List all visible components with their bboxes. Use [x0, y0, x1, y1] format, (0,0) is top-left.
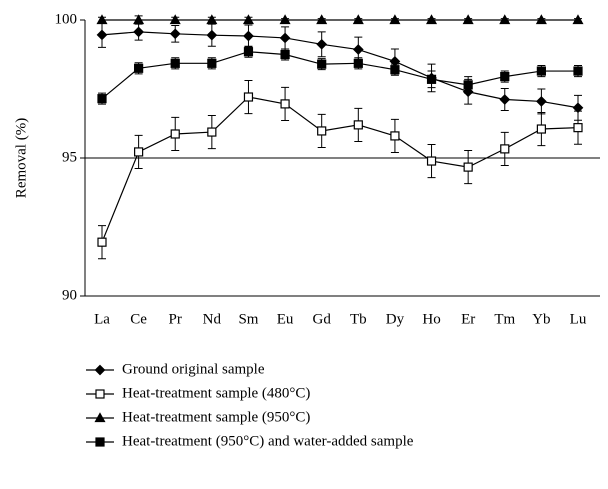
legend-label: Heat-treatment (950°C) and water-added s…	[122, 433, 414, 449]
marker	[352, 14, 364, 25]
marker	[352, 44, 364, 55]
marker	[536, 124, 546, 134]
marker	[170, 58, 180, 68]
marker	[169, 28, 181, 40]
marker	[536, 96, 547, 107]
series-line	[101, 51, 578, 100]
marker	[94, 364, 106, 376]
marker	[463, 162, 473, 172]
marker	[317, 126, 327, 136]
marker	[243, 30, 254, 42]
x-tick-label: Nd	[203, 311, 222, 327]
marker	[426, 14, 438, 25]
legend-label: Heat-treatment sample (950°C)	[122, 409, 310, 425]
marker	[243, 47, 254, 57]
x-tick-label: Tb	[350, 311, 367, 327]
y-tick-label: 95	[62, 149, 77, 165]
marker	[243, 92, 254, 102]
x-tick-label: Sm	[238, 311, 258, 327]
marker	[133, 14, 145, 25]
x-tick-label: La	[94, 311, 110, 327]
y-tick-label: 100	[55, 11, 78, 27]
marker	[390, 65, 400, 75]
marker	[535, 14, 547, 25]
marker	[390, 131, 400, 141]
marker	[170, 129, 180, 139]
x-tick-label: Eu	[277, 311, 294, 327]
marker	[536, 66, 546, 76]
legend-label: Ground original sample	[122, 361, 265, 377]
marker	[280, 49, 290, 60]
marker	[207, 127, 217, 137]
marker	[97, 237, 107, 247]
y-tick-label: 90	[62, 287, 77, 303]
marker	[279, 32, 291, 44]
marker	[316, 38, 328, 50]
y-axis-label: Removal (%)	[13, 118, 29, 198]
marker	[133, 26, 144, 38]
marker	[279, 14, 291, 25]
x-tick-label: Gd	[313, 311, 332, 327]
marker	[353, 120, 363, 130]
marker	[206, 14, 218, 25]
marker	[316, 14, 328, 25]
x-tick-label: Yb	[532, 311, 550, 327]
marker	[389, 14, 401, 25]
x-tick-label: Pr	[169, 311, 182, 327]
x-tick-label: Tm	[494, 311, 515, 327]
marker	[134, 147, 144, 157]
x-tick-label: Dy	[386, 311, 405, 327]
marker	[96, 29, 108, 41]
marker	[353, 58, 363, 68]
legend-label: Heat-treatment sample (480°C)	[122, 385, 310, 401]
marker	[95, 437, 105, 447]
marker	[573, 66, 583, 76]
marker	[462, 14, 474, 25]
marker	[206, 29, 218, 41]
marker	[94, 412, 106, 423]
x-tick-label: Lu	[570, 311, 587, 327]
x-tick-label: Ho	[422, 311, 440, 327]
x-tick-label: Ce	[130, 311, 147, 327]
marker	[134, 63, 144, 73]
marker	[242, 14, 254, 25]
series-line	[101, 96, 579, 243]
marker	[500, 144, 510, 154]
marker	[572, 14, 584, 25]
x-tick-label: Er	[461, 311, 475, 327]
marker	[97, 94, 107, 104]
marker	[573, 123, 583, 133]
marker	[280, 99, 290, 109]
marker	[317, 59, 327, 69]
marker	[500, 71, 510, 82]
marker	[95, 389, 105, 399]
marker	[499, 14, 511, 25]
marker	[207, 58, 217, 68]
marker	[96, 14, 108, 25]
marker	[426, 156, 437, 166]
marker	[169, 14, 181, 25]
marker	[463, 80, 473, 90]
marker	[426, 74, 437, 84]
marker	[499, 94, 511, 105]
series-line	[101, 31, 579, 109]
